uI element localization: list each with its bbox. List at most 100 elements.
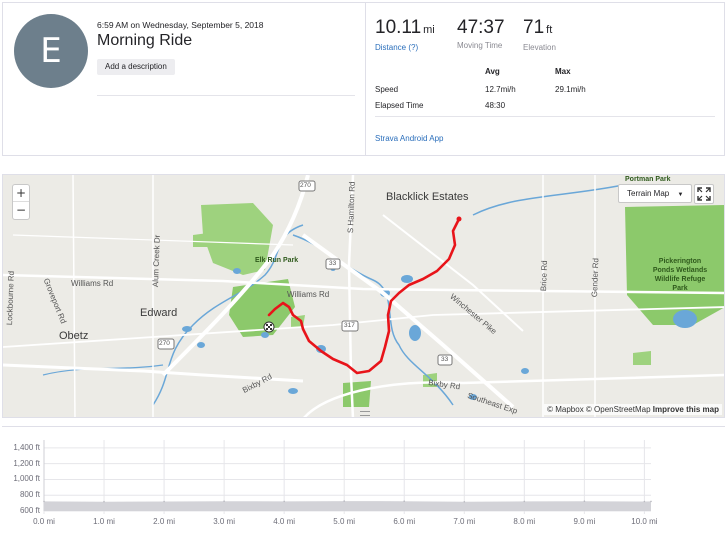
activity-date: 6:59 AM on Wednesday, September 5, 2018: [97, 20, 264, 30]
road-line: [303, 373, 724, 417]
road-label: Williams Rd: [71, 279, 114, 288]
shield-i270-left: [157, 338, 175, 350]
elevation-point: [463, 501, 466, 503]
elevation-chart-svg: [43, 440, 652, 514]
road-line: [3, 273, 724, 295]
activity-stats: 10.11 mi Distance (?) 47:37 Moving Time 7…: [366, 3, 724, 155]
device-app-link[interactable]: Strava Android App: [375, 134, 444, 143]
avg-header: Avg: [485, 67, 500, 76]
expand-icon: [697, 187, 711, 201]
speed-label: Speed: [375, 85, 399, 94]
place-label-edward: Edward: [140, 307, 178, 319]
place-label-blacklick: Blacklick Estates: [386, 191, 469, 203]
x-tick-label: 7.0 mi: [453, 517, 476, 526]
road-line: [301, 233, 515, 409]
water-body: [409, 325, 421, 341]
elapsed-time-label: Elapsed Time: [375, 101, 424, 110]
elevation-point: [343, 500, 346, 502]
elevation-point: [523, 500, 526, 503]
shield-label: 33: [441, 356, 449, 363]
osm-attribution-link[interactable]: © OpenStreetMap: [585, 405, 651, 414]
park-label-portman: Portman Park: [625, 176, 671, 183]
distance-label-link[interactable]: Distance (?): [375, 43, 419, 52]
activity-summary-card: E 6:59 AM on Wednesday, September 5, 201…: [2, 2, 725, 156]
zoom-out-button[interactable]: −: [15, 203, 27, 217]
road-label: Brice Rd: [539, 260, 550, 292]
elevation-chart[interactable]: 600 ft 800 ft 1,000 ft 1,200 ft 1,400 ft 0.0 …: [2, 426, 725, 536]
shield-label: 33: [329, 260, 337, 267]
x-tick-label: 9.0 mi: [573, 517, 596, 526]
elevation-area: [44, 501, 651, 511]
road-label: Williams Rd: [287, 290, 330, 299]
map-canvas: [3, 175, 724, 417]
finish-flag-icon: [263, 321, 275, 333]
road-line: [12, 234, 294, 246]
map-resize-handle[interactable]: [360, 411, 370, 416]
speed-max: 29.1mi/h: [555, 85, 586, 94]
shield-us33-b: [437, 354, 453, 366]
stat-distance: 10.11 mi Distance (?): [375, 17, 435, 52]
divider: [97, 95, 355, 96]
elevation-point: [283, 500, 286, 503]
y-tick-label: 1,400 ft: [13, 442, 40, 452]
elevation-point: [650, 500, 652, 503]
shield-i270-top: [298, 180, 316, 192]
road-line: [161, 175, 310, 377]
speed-avg: 12.7mi/h: [485, 85, 516, 94]
zoom-control: + −: [12, 184, 30, 220]
avatar[interactable]: E: [14, 14, 88, 88]
elevation-point: [163, 500, 165, 503]
shield-sr317: [341, 320, 359, 332]
place-label-obetz: Obetz: [59, 330, 89, 342]
activity-title: Morning Ride: [97, 32, 193, 49]
shield-label: 270: [300, 182, 311, 189]
divider: [375, 116, 715, 117]
terrain-map-label: Terrain Map: [627, 189, 670, 198]
add-description-button[interactable]: Add a description: [97, 59, 175, 75]
road-label: Gender Rd: [590, 257, 601, 298]
road-line: [72, 175, 76, 417]
park-label-pickerington: Pickerington Ponds Wetlands Wildlife Ref…: [652, 258, 708, 292]
park-area: [343, 381, 371, 407]
zoom-in-button[interactable]: +: [13, 185, 29, 202]
x-tick-label: 8.0 mi: [513, 517, 536, 526]
elevation-unit: ft: [546, 24, 553, 36]
activity-header: E 6:59 AM on Wednesday, September 5, 201…: [3, 3, 366, 155]
road-line: [3, 306, 724, 348]
route-start-marker: [456, 216, 462, 222]
park-area: [193, 233, 208, 247]
creek-line: [472, 184, 624, 216]
park-label-elk-run: Elk Run Park: [255, 257, 299, 264]
max-header: Max: [555, 67, 571, 76]
elapsed-time-avg: 48:30: [485, 101, 506, 110]
water-body: [521, 368, 529, 374]
stat-elevation: 71 ft Elevation: [523, 17, 556, 52]
elevation-point: [583, 500, 586, 502]
elevation-point: [103, 500, 105, 503]
shield-label: 317: [344, 322, 355, 329]
route-map[interactable]: 270 270 33 317 33 Blacklick Estates Edwa…: [2, 174, 725, 418]
y-tick-label: 800 ft: [19, 490, 40, 500]
elevation-point: [223, 500, 225, 502]
x-tick-label: 2.0 mi: [153, 517, 175, 526]
elevation-label: Elevation: [523, 43, 556, 52]
shield-us33-a: [325, 258, 341, 270]
map-attribution: © Mapbox © OpenStreetMap Improve this ma…: [544, 404, 722, 415]
fullscreen-button[interactable]: [694, 184, 714, 204]
elevation-point: [403, 500, 406, 502]
y-tick-label: 600 ft: [19, 506, 40, 515]
water-body: [233, 268, 241, 274]
x-tick-label: 5.0 mi: [333, 517, 356, 526]
x-tick-label: 4.0 mi: [273, 517, 296, 526]
x-tick-label: 3.0 mi: [213, 517, 236, 526]
park-area: [633, 351, 651, 365]
elevation-point: [43, 500, 45, 503]
x-tick-label: 1.0 mi: [93, 517, 115, 526]
elevation-point: [643, 500, 646, 503]
improve-map-link[interactable]: Improve this map: [652, 405, 719, 414]
water-body: [261, 332, 269, 338]
mapbox-attribution-link[interactable]: © Mapbox: [547, 405, 584, 414]
terrain-map-dropdown[interactable]: Terrain Map ▼: [618, 184, 693, 203]
elevation-value: 71: [523, 17, 545, 38]
road-label: Alum Creek Dr: [151, 234, 162, 288]
